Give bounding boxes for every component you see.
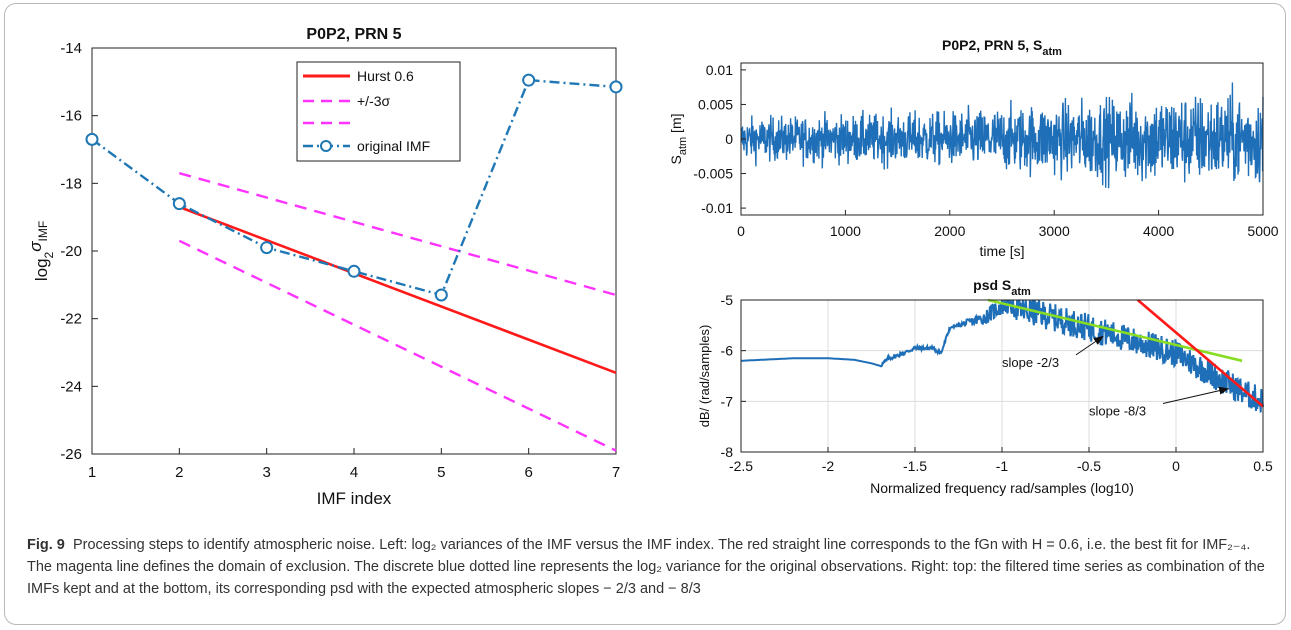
psd-x-tick-label: 0.5	[1253, 458, 1273, 474]
legend-label-original: original IMF	[357, 138, 430, 154]
psd-y-tick-label: -5	[721, 292, 734, 308]
left-data-point	[172, 197, 186, 211]
left-data-point	[522, 73, 536, 87]
psd-annotation-label: slope -2/3	[1002, 355, 1059, 370]
ts-x-tick-label: 2000	[934, 223, 965, 239]
left-x-tick-label: 6	[524, 464, 532, 481]
left-chart-y-label: log2σIMF	[26, 221, 56, 281]
psd-y-tick-label: -6	[721, 343, 734, 359]
psd-annotation-arrow	[1162, 386, 1230, 405]
left-x-tick-label: 4	[350, 464, 358, 481]
time-series-line	[740, 82, 1264, 189]
left-x-tick-label: 7	[612, 464, 620, 481]
psd-y-label: dB/ (rad/samples)	[697, 325, 712, 428]
psd-fit-line-0	[987, 298, 1243, 363]
left-series-line-2	[178, 239, 617, 452]
time-series-x-label: time [s]	[979, 243, 1024, 259]
left-data-point	[609, 80, 623, 94]
ts-x-tick-label: 3000	[1039, 223, 1070, 239]
left-chart-y-ticks: -26 -24 -22 -20 -18 -16 -14	[60, 40, 98, 463]
figure-caption: Fig. 9 Processing steps to identify atmo…	[27, 534, 1267, 600]
psd-x-ticks: -2.5 -2 -1.5 -1 -0.5 0 0.5	[729, 447, 1273, 474]
left-chart-legend: Hurst 0.6 +/-3σ original IMF	[296, 61, 461, 162]
legend-label-hurst: Hurst 0.6	[357, 68, 414, 84]
ts-y-tick-label: -0.005	[693, 166, 733, 182]
legend-marker-original	[320, 140, 332, 152]
psd-title: psd Satm	[973, 277, 1031, 298]
left-x-tick-label: 2	[175, 464, 183, 481]
psd-x-tick-label: -1.5	[903, 458, 927, 474]
ts-x-tick-label: 1000	[830, 223, 861, 239]
left-x-tick-label: 1	[88, 464, 96, 481]
ts-y-tick-label: 0.01	[706, 62, 733, 78]
ts-y-tick-label: 0	[725, 131, 733, 147]
psd-x-tick-label: 0	[1172, 458, 1180, 474]
time-series-x-ticks: 0 1000 2000 3000 4000 5000	[737, 210, 1279, 239]
psd-y-tick-label: -8	[721, 444, 734, 460]
left-data-point	[434, 288, 448, 302]
left-chart-x-ticks: 1 2 3 4 5 6 7	[88, 448, 620, 481]
time-series-title: P0P2, PRN 5, Satm	[942, 37, 1062, 58]
time-series-chart: P0P2, PRN 5, Satm 0 1000 2000 3000 4000 5000 …	[668, 37, 1279, 259]
left-y-tick-label: -16	[60, 108, 82, 125]
psd-annotations: slope -2/3 slope -8/3	[1002, 335, 1230, 419]
left-y-tick-label: -20	[60, 243, 82, 260]
time-series-y-ticks: 0.01 0.005 0 -0.005 -0.01	[693, 62, 746, 216]
psd-fit-lines	[987, 298, 1264, 408]
left-x-tick-label: 5	[437, 464, 445, 481]
psd-x-label: Normalized frequency rad/samples (log10)	[870, 480, 1134, 496]
left-chart: P0P2, PRN 5 1 2 3 4 5 6 7 -26 -24 -22 -20 -18 -16 -1…	[26, 26, 623, 508]
ts-x-tick-label: 0	[737, 223, 745, 239]
left-series-line-0	[178, 205, 617, 375]
left-x-tick-label: 3	[262, 464, 270, 481]
left-data-point	[260, 241, 274, 255]
left-chart-x-label: IMF index	[317, 489, 392, 508]
psd-x-tick-label: -0.5	[1077, 458, 1101, 474]
left-data-point	[347, 264, 361, 278]
psd-y-ticks: -5 -6 -7 -8	[721, 292, 746, 460]
time-series-y-label: Satm [m]	[668, 113, 689, 164]
left-chart-series	[85, 73, 623, 452]
left-y-tick-label: -24	[60, 378, 82, 395]
legend-label-sigma: +/-3σ	[357, 93, 391, 109]
caption-text: Processing steps to identify atmospheric…	[27, 537, 1265, 597]
psd-annotation-arrow	[1075, 335, 1104, 356]
left-y-tick-label: -22	[60, 311, 82, 328]
left-data-point	[85, 132, 99, 146]
psd-x-tick-label: -2.5	[729, 458, 753, 474]
left-series-line-1	[179, 172, 617, 297]
left-y-tick-label: -14	[60, 40, 82, 57]
caption-label: Fig. 9	[27, 537, 65, 553]
left-y-tick-label: -18	[60, 175, 82, 192]
psd-x-tick-label: -1	[996, 458, 1009, 474]
ts-y-tick-label: -0.01	[701, 200, 733, 216]
ts-x-tick-label: 4000	[1143, 223, 1174, 239]
psd-annotation-label: slope -8/3	[1089, 404, 1146, 419]
psd-fit-line-1	[1136, 299, 1264, 408]
psd-y-tick-label: -7	[721, 393, 734, 409]
left-y-tick-label: -26	[60, 446, 82, 463]
psd-chart: psd Satm slope -2/3 slope -8/3 -2.5 -2 -1.5…	[697, 277, 1273, 496]
left-chart-title: P0P2, PRN 5	[306, 26, 401, 43]
psd-x-tick-label: -2	[822, 458, 835, 474]
ts-y-tick-label: 0.005	[698, 96, 733, 112]
time-series-signal	[740, 82, 1264, 189]
ts-x-tick-label: 5000	[1247, 223, 1278, 239]
